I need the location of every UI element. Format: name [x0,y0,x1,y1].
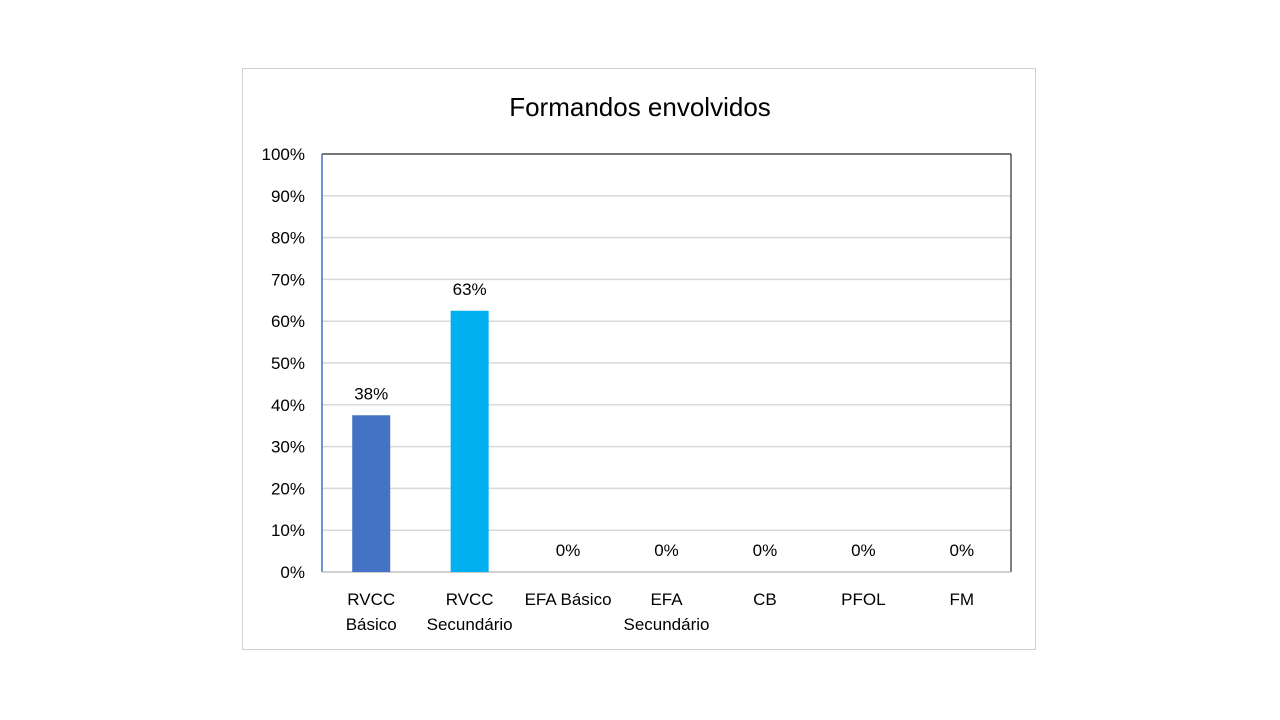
data-label: 0% [654,541,679,560]
data-label: 38% [354,384,388,403]
bar [450,310,489,572]
y-tick-label: 0% [280,563,305,582]
x-category-label-line: EFA Básico [525,590,612,609]
y-tick-label: 40% [271,396,305,415]
x-category-label-line: EFA [650,590,683,609]
data-label: 0% [753,541,778,560]
data-label: 0% [556,541,581,560]
y-tick-label: 30% [271,438,305,457]
bar [352,415,391,572]
x-category-label-line: CB [753,590,777,609]
y-tick-label: 80% [271,229,305,248]
y-tick-label: 90% [271,187,305,206]
x-category-label-line: Secundário [623,615,709,634]
x-category-label-line: FM [950,590,975,609]
x-category-label: EFA Básico [525,590,612,609]
x-category-label: PFOL [841,590,885,609]
x-category-label-line: Secundário [427,615,513,634]
y-tick-label: 20% [271,479,305,498]
labels: 0% 10% 20% 30% 40% 50% 60% 70% 80% 90% 100% 38% RVCC… [262,145,975,634]
bars [352,310,489,572]
data-label: 63% [453,280,487,299]
data-label: 0% [851,541,876,560]
x-category-label: FM [950,590,975,609]
x-category-label: EFA Secundário [623,590,709,634]
x-category-label: RVCC Básico [346,590,397,634]
y-tick-label: 100% [262,145,305,164]
gridlines [322,153,1011,531]
y-tick-label: 60% [271,312,305,331]
x-category-label-line: RVCC [347,590,395,609]
y-tick-label: 70% [271,270,305,289]
y-tick-label: 10% [271,521,305,540]
x-category-label-line: Básico [346,615,397,634]
x-category-label-line: RVCC [446,590,494,609]
x-category-label: RVCC Secundário [427,590,513,634]
y-tick-label: 50% [271,354,305,373]
x-category-label: CB [753,590,777,609]
chart-title: Formandos envolvidos [509,92,771,122]
data-label: 0% [949,541,974,560]
x-category-label-line: PFOL [841,590,885,609]
axes [321,153,1012,573]
